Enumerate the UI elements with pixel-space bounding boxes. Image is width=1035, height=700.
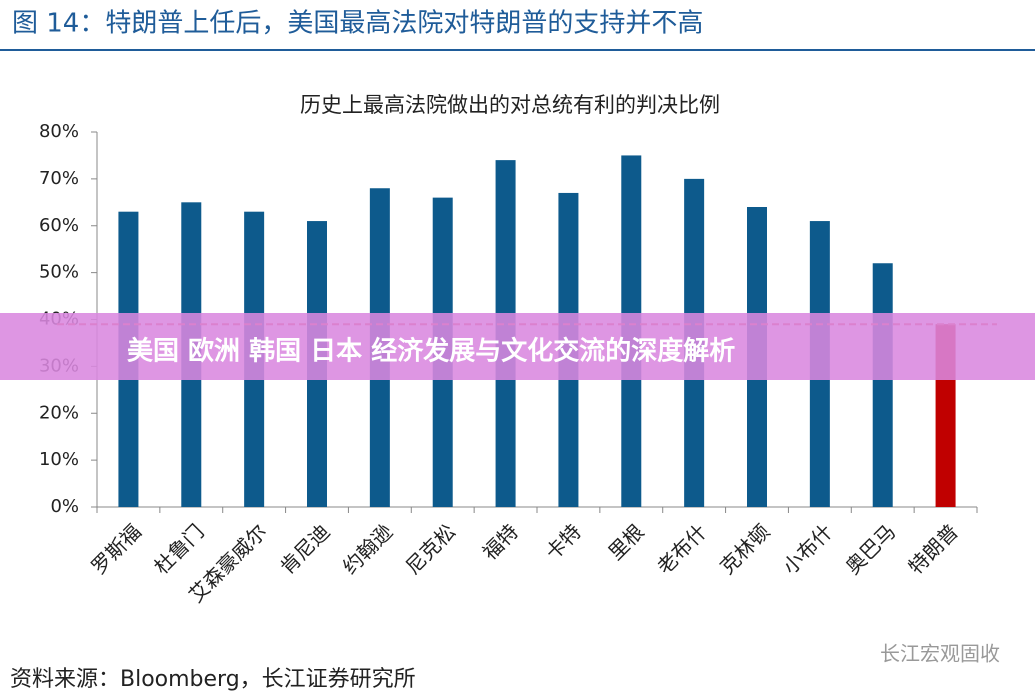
banner-text: 美国 欧洲 韩国 日本 经济发展与文化交流的深度解析 bbox=[127, 336, 735, 367]
figure-title: 图 14：特朗普上任后，美国最高法院对特朗普的支持并不高 bbox=[12, 9, 703, 39]
x-tick-label: 里根 bbox=[603, 519, 648, 564]
bar bbox=[872, 263, 893, 507]
source-note: 资料来源：Bloomberg，长江证券研究所 bbox=[10, 667, 416, 692]
x-tick-label: 卡特 bbox=[541, 519, 586, 564]
y-tick-label: 10% bbox=[39, 449, 79, 470]
x-tick-label: 罗斯福 bbox=[86, 519, 145, 578]
y-tick-label: 70% bbox=[39, 168, 79, 189]
x-tick-label: 约翰逊 bbox=[338, 519, 397, 578]
watermark: 长江宏观固收 bbox=[880, 642, 1000, 666]
y-tick-label: 60% bbox=[39, 215, 79, 236]
x-tick-label: 克林顿 bbox=[715, 519, 774, 578]
y-tick-label: 50% bbox=[39, 262, 79, 283]
x-tick-label: 奥巴马 bbox=[841, 519, 900, 578]
y-tick-label: 0% bbox=[50, 496, 79, 517]
y-tick-label: 20% bbox=[39, 402, 79, 423]
banner-band bbox=[0, 313, 1035, 380]
x-tick-label: 小布什 bbox=[778, 519, 837, 578]
x-tick-label: 肯尼迪 bbox=[275, 519, 334, 578]
y-tick-label: 80% bbox=[39, 121, 79, 142]
x-tick-label: 特朗普 bbox=[904, 519, 963, 578]
chart-title: 历史上最高法院做出的对总统有利的判决比例 bbox=[300, 93, 720, 117]
x-tick-label: 杜鲁门 bbox=[149, 519, 208, 578]
x-tick-label: 尼克松 bbox=[401, 519, 460, 578]
x-tick-label: 老布什 bbox=[652, 519, 711, 578]
x-tick-label: 福特 bbox=[478, 519, 523, 564]
